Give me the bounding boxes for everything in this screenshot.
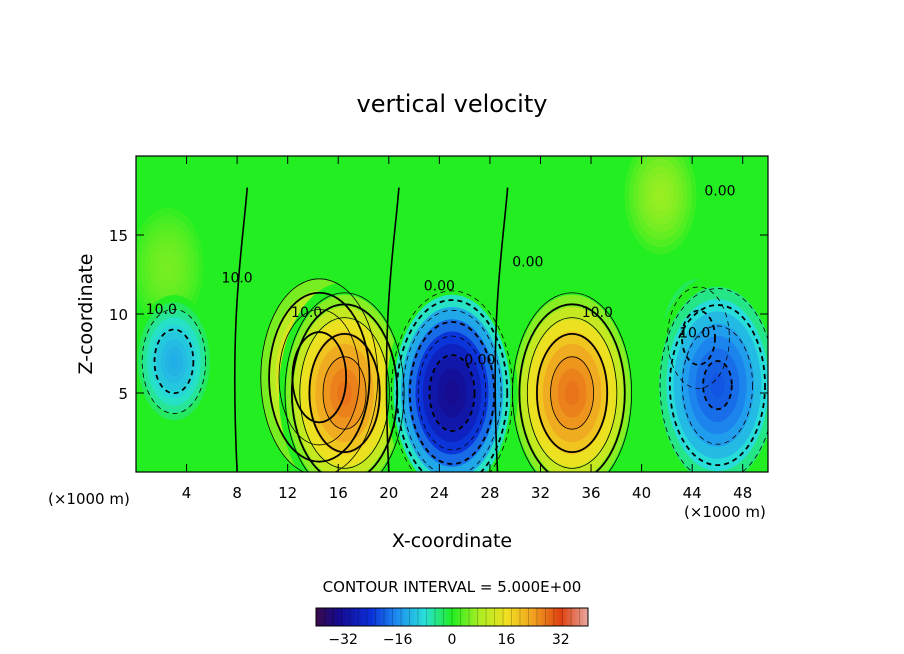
- velocity-cell: [386, 282, 518, 472]
- contour-value-label: 10.0: [291, 305, 322, 321]
- contour-line: [681, 309, 716, 366]
- contour-line: [408, 321, 496, 465]
- x-tick-label: 28: [480, 484, 499, 502]
- contour-line: [268, 291, 371, 463]
- contour-value-label: 0.00: [424, 278, 455, 294]
- x-tick-label: 12: [278, 484, 297, 502]
- contour-line: [322, 356, 367, 430]
- colorbar-tick-label: 32: [552, 632, 570, 648]
- colorbar-tick-label: 16: [497, 632, 515, 648]
- y-tick-label: 15: [109, 227, 128, 245]
- x-tick-label: 40: [632, 484, 651, 502]
- contour-line: [518, 303, 626, 472]
- contour-value-label: 0.00: [464, 353, 495, 369]
- x-axis-label: X-coordinate: [392, 530, 512, 552]
- contour-line: [153, 328, 195, 395]
- y-tick-label: 10: [109, 306, 128, 324]
- heatmap-field: 10.0 0.00 10.0 0.00 10.0 10.0 10.0 0.00 0.00: [136, 156, 768, 472]
- contour-line: [428, 354, 476, 432]
- velocity-cell: [651, 274, 768, 472]
- contour-value-label: 10.0: [146, 302, 177, 318]
- contour-line: [550, 356, 594, 430]
- colorbar-tick-label: 0: [448, 632, 457, 648]
- colorbar-tick-label: −16: [383, 632, 413, 648]
- contour-line: [702, 360, 733, 411]
- x-tick-label: 20: [379, 484, 398, 502]
- x-tick-label: 24: [430, 484, 449, 502]
- contour-fill: [163, 259, 173, 274]
- contour-line: [681, 325, 753, 445]
- contour-line: [308, 332, 381, 454]
- contour-value-label: 10.0: [222, 270, 253, 286]
- contour-value-label: 0.00: [512, 255, 543, 271]
- x-unit-right: (×1000 m): [684, 503, 766, 521]
- x-unit-left: (×1000 m): [48, 490, 130, 508]
- contour-interval-label: CONTOUR INTERVAL = 5.000E+00: [323, 578, 582, 596]
- contour-fill: [710, 372, 725, 398]
- contour-fill: [444, 380, 460, 406]
- contour-value-label: 0.00: [704, 184, 735, 200]
- colorbar-tick-label: −32: [328, 632, 358, 648]
- contour-line: [659, 288, 768, 472]
- contour-line: [141, 308, 207, 414]
- colorbar-gradient: [315, 607, 589, 627]
- zero-contour: [385, 187, 400, 472]
- contour-fill: [169, 354, 179, 369]
- contour-fill: [656, 188, 666, 203]
- x-tick-label: 4: [182, 484, 192, 502]
- x-tick-label: 48: [733, 484, 752, 502]
- contour-line: [667, 286, 730, 389]
- contour-value-label: 10.0: [679, 326, 710, 342]
- x-tick-label: 8: [232, 484, 242, 502]
- contour-line: [417, 335, 487, 451]
- contour-line: [299, 317, 390, 469]
- contour-line: [536, 332, 609, 454]
- x-tick-label: 44: [683, 484, 702, 502]
- zero-contour: [233, 187, 249, 472]
- y-axis-label: Z-coordinate: [75, 254, 97, 375]
- x-tick-label: 16: [329, 484, 348, 502]
- y-tick-label: 5: [118, 385, 128, 403]
- contour-line: [526, 317, 618, 469]
- contour-fill: [564, 380, 580, 406]
- contour-line: [668, 304, 766, 467]
- contour-line: [395, 299, 509, 472]
- x-tick-label: 32: [531, 484, 550, 502]
- zero-contour: [494, 187, 509, 472]
- contour-line: [284, 292, 405, 472]
- colorbar: −32 −16 0 16 32: [315, 607, 589, 648]
- contour-line: [402, 309, 502, 472]
- x-tick-label: 36: [581, 484, 600, 502]
- velocity-cell: [506, 282, 638, 472]
- velocity-cell: [620, 156, 701, 262]
- contour-value-label: 10.0: [582, 305, 613, 321]
- contour-line: [278, 309, 360, 446]
- chart-title: vertical velocity: [357, 90, 548, 118]
- contour-line: [512, 292, 633, 472]
- velocity-cell: [136, 200, 209, 333]
